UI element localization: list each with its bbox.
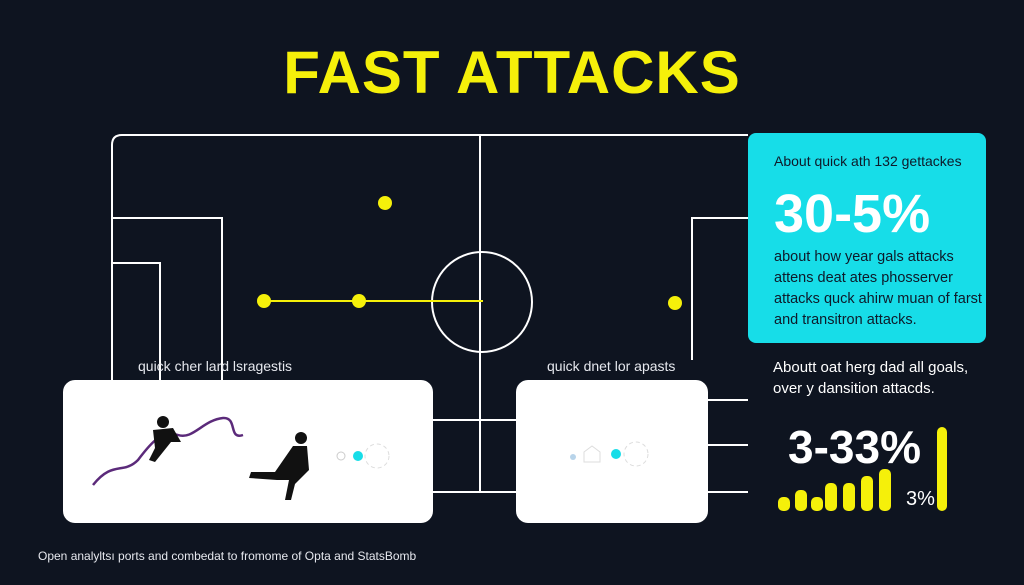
left-goal-box	[112, 262, 161, 380]
footer-source: Open analyltsı ports and combedat to fro…	[38, 549, 417, 563]
bar	[861, 476, 873, 511]
card-caption: quick cher lard lsragestis	[138, 358, 293, 374]
bar	[937, 427, 947, 511]
ball-icon	[336, 451, 346, 461]
stat-box: About quick ath 132 gettackes 30-5% abou…	[748, 133, 986, 343]
icons-illustration	[570, 441, 649, 467]
card-caption: quick dnet lor apasts	[547, 358, 676, 374]
player-dot	[352, 294, 366, 308]
bar	[811, 497, 823, 511]
page-title: FAST ATTACKS	[283, 39, 741, 106]
right-penalty-box	[691, 217, 748, 360]
stat-description: about how year gals attacks attens deat …	[774, 249, 982, 328]
player-dot	[378, 196, 392, 210]
dot-icon	[570, 454, 576, 460]
bar	[879, 469, 891, 511]
bar-icon-group	[778, 427, 947, 511]
runner-icon	[149, 416, 181, 462]
player-dot	[257, 294, 271, 308]
illustration-card	[63, 380, 433, 523]
stat-intro: About quick ath 132 gettackes	[774, 153, 962, 169]
pitch-outline	[111, 134, 748, 492]
player-dot	[668, 296, 682, 310]
left-penalty-box	[112, 217, 223, 380]
illustration-card	[516, 380, 708, 523]
stat-value: 30-5%	[774, 184, 931, 244]
ball-icon	[353, 451, 363, 461]
stat2-value: 3-33%	[788, 421, 921, 473]
runners-illustration	[92, 416, 390, 500]
ball-icon	[611, 449, 621, 459]
stat2-small-value: 3%	[906, 488, 935, 510]
runner-icon	[249, 432, 309, 500]
dribble-path-icon	[92, 416, 244, 486]
home-icon	[583, 445, 601, 463]
stat-note: Aboutt oat herg dad all goals, over y da…	[773, 359, 969, 397]
ball-icon	[364, 443, 390, 469]
bar	[778, 497, 790, 511]
bar	[795, 490, 807, 511]
ball-icon	[623, 441, 649, 467]
bar	[825, 483, 837, 511]
bar	[843, 483, 855, 511]
